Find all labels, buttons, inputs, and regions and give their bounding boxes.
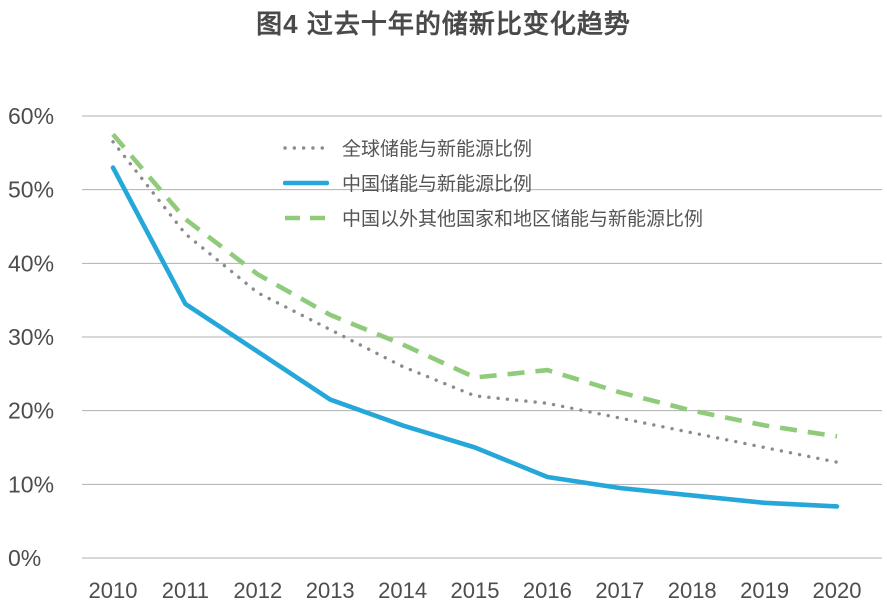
legend-label-non-china: 中国以外其他国家和地区储能与新能源比例 bbox=[342, 209, 704, 230]
y-tick-label: 20% bbox=[8, 398, 54, 424]
x-tick-label: 2012 bbox=[233, 578, 282, 603]
x-tick-label: 2013 bbox=[306, 578, 355, 603]
legend-item-global: 全球储能与新能源比例 bbox=[283, 130, 703, 165]
x-tick-label: 2020 bbox=[813, 578, 862, 603]
series-line-non-china bbox=[111, 132, 838, 439]
y-tick-label: 10% bbox=[8, 471, 54, 497]
x-tick-label: 2011 bbox=[162, 578, 209, 603]
legend-swatch-solid bbox=[283, 180, 329, 185]
legend-item-china: 中国储能与新能源比例 bbox=[283, 165, 703, 200]
x-tick-label: 2018 bbox=[668, 578, 717, 603]
series-line-china bbox=[110, 165, 840, 509]
y-tick-label: 0% bbox=[8, 545, 41, 571]
x-tick-label: 2015 bbox=[451, 578, 500, 603]
legend-swatch-dotted bbox=[283, 145, 329, 150]
x-tick-label: 2019 bbox=[740, 578, 789, 603]
legend-swatch-dashed bbox=[285, 215, 327, 220]
chart-legend: 全球储能与新能源比例 中国储能与新能源比例 中国以外其他国家和地区储能与新能源比… bbox=[283, 130, 703, 235]
y-tick-label: 50% bbox=[8, 177, 54, 203]
legend-label-china: 中国储能与新能源比例 bbox=[342, 174, 533, 195]
x-tick-label: 2016 bbox=[523, 578, 572, 603]
y-tick-label: 30% bbox=[8, 324, 54, 350]
legend-item-non-china: 中国以外其他国家和地区储能与新能源比例 bbox=[283, 200, 703, 235]
series-line-global bbox=[111, 140, 839, 464]
y-tick-label: 40% bbox=[8, 250, 54, 276]
y-tick-label: 60% bbox=[8, 103, 54, 129]
chart-title: 图4 过去十年的储新比变化趋势 bbox=[256, 9, 631, 39]
x-tick-label: 2014 bbox=[378, 578, 427, 603]
legend-label-global: 全球储能与新能源比例 bbox=[342, 139, 533, 160]
x-tick-label: 2010 bbox=[89, 578, 138, 603]
x-tick-label: 2017 bbox=[595, 578, 644, 603]
